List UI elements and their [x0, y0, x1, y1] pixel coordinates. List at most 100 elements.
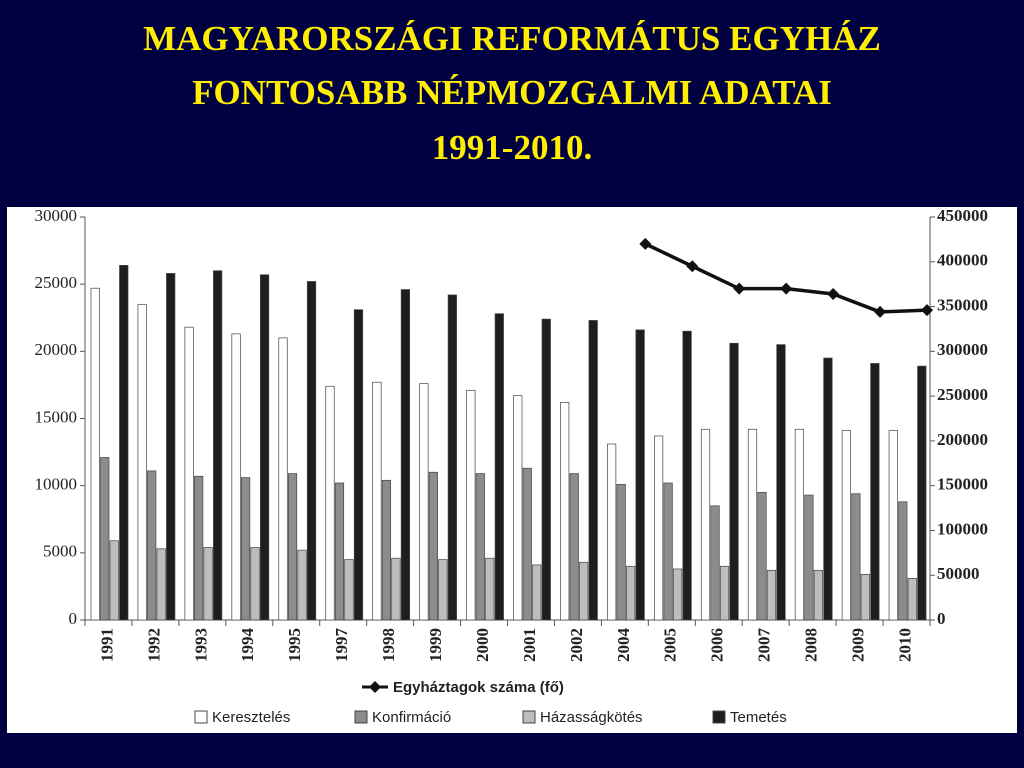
bar	[213, 270, 223, 621]
legend-swatch	[522, 710, 536, 724]
bar	[334, 482, 345, 621]
bar	[579, 561, 589, 621]
bar	[766, 569, 777, 621]
bar	[259, 274, 270, 621]
line-marker	[639, 237, 652, 250]
y2-tick-label: 450000	[937, 206, 988, 225]
bar	[381, 479, 392, 621]
bar	[607, 443, 617, 621]
bar	[194, 475, 204, 621]
bar	[616, 483, 626, 621]
legend-label: Házasságkötés	[540, 709, 643, 726]
bar	[757, 492, 767, 621]
line-marker	[874, 305, 887, 318]
x-tick-label: 2000	[473, 628, 492, 662]
y-tick-label: 20000	[35, 340, 78, 359]
x-tick-label: 1995	[285, 628, 304, 662]
bar	[344, 559, 354, 621]
bar	[447, 294, 457, 621]
y2-tick-label: 350000	[937, 295, 988, 314]
bar	[626, 565, 636, 621]
x-tick-label: 2004	[614, 628, 633, 663]
legend-label: Temetés	[730, 709, 787, 726]
bar	[325, 385, 335, 621]
x-tick-label: 1997	[332, 628, 351, 663]
legend-swatch	[194, 710, 208, 724]
legend-swatch	[354, 710, 368, 724]
bar	[653, 435, 664, 621]
bar	[860, 573, 870, 621]
y-tick-label: 5000	[43, 542, 77, 561]
bar	[710, 505, 720, 621]
bar	[870, 363, 880, 621]
bar	[428, 471, 438, 621]
bar	[907, 578, 917, 621]
y2-tick-label: 50000	[937, 564, 980, 583]
x-tick-label: 1993	[191, 628, 210, 662]
bar	[419, 383, 429, 621]
y2-tick-label: 200000	[937, 430, 988, 449]
y2-tick-label: 250000	[937, 385, 988, 404]
line-marker	[733, 282, 746, 295]
bar	[466, 389, 476, 621]
x-tick-label: 1994	[238, 628, 257, 663]
bar	[287, 473, 298, 621]
bar	[813, 569, 824, 621]
y-tick-label: 30000	[35, 206, 78, 225]
line-marker	[921, 304, 933, 317]
bar	[278, 337, 288, 621]
bar	[729, 342, 739, 621]
x-tick-label: 1999	[426, 628, 445, 662]
legend-marker	[369, 681, 381, 693]
line-marker	[686, 260, 699, 273]
bar	[588, 320, 598, 621]
bar	[391, 557, 401, 621]
bar	[203, 547, 213, 621]
bar	[560, 402, 570, 621]
bar	[306, 281, 317, 621]
bar	[898, 501, 908, 621]
x-tick-label: 2001	[520, 628, 539, 662]
bar	[250, 547, 260, 621]
y-tick-label: 15000	[35, 407, 78, 426]
bar	[494, 313, 504, 621]
bar	[90, 287, 100, 621]
bar	[400, 289, 411, 621]
bar	[794, 428, 805, 621]
legend-label: Keresztelés	[212, 709, 290, 726]
y-tick-label: 0	[69, 609, 78, 628]
bar	[672, 568, 683, 621]
bar	[776, 344, 786, 621]
x-tick-label: 1991	[97, 628, 116, 662]
bar	[522, 467, 532, 621]
bar	[156, 548, 166, 621]
y2-tick-label: 0	[937, 609, 946, 628]
bar	[888, 430, 898, 621]
x-tick-label: 2006	[708, 628, 727, 662]
y2-tick-label: 100000	[937, 519, 988, 538]
x-tick-label: 2008	[802, 628, 821, 662]
bar	[166, 273, 176, 621]
bar	[475, 473, 485, 621]
bar	[100, 457, 110, 621]
bar	[109, 540, 119, 621]
x-tick-label: 2009	[848, 628, 867, 662]
title-line: FONTOSABB NÉPMOZGALMI ADATAI	[192, 73, 832, 112]
bar	[663, 482, 673, 621]
x-tick-label: 1998	[379, 628, 398, 662]
bar	[541, 318, 551, 621]
title-line: 1991-2010.	[432, 128, 592, 167]
bar	[804, 494, 814, 621]
line-marker	[780, 282, 793, 295]
x-tick-label: 1992	[144, 628, 163, 662]
bar	[719, 565, 730, 621]
bar	[147, 470, 157, 621]
bar	[532, 564, 542, 621]
legend-swatch	[712, 710, 726, 724]
y2-tick-label: 400000	[937, 251, 988, 270]
bar	[513, 395, 523, 621]
bar	[569, 473, 579, 621]
bar	[485, 557, 495, 621]
bar	[682, 330, 692, 621]
